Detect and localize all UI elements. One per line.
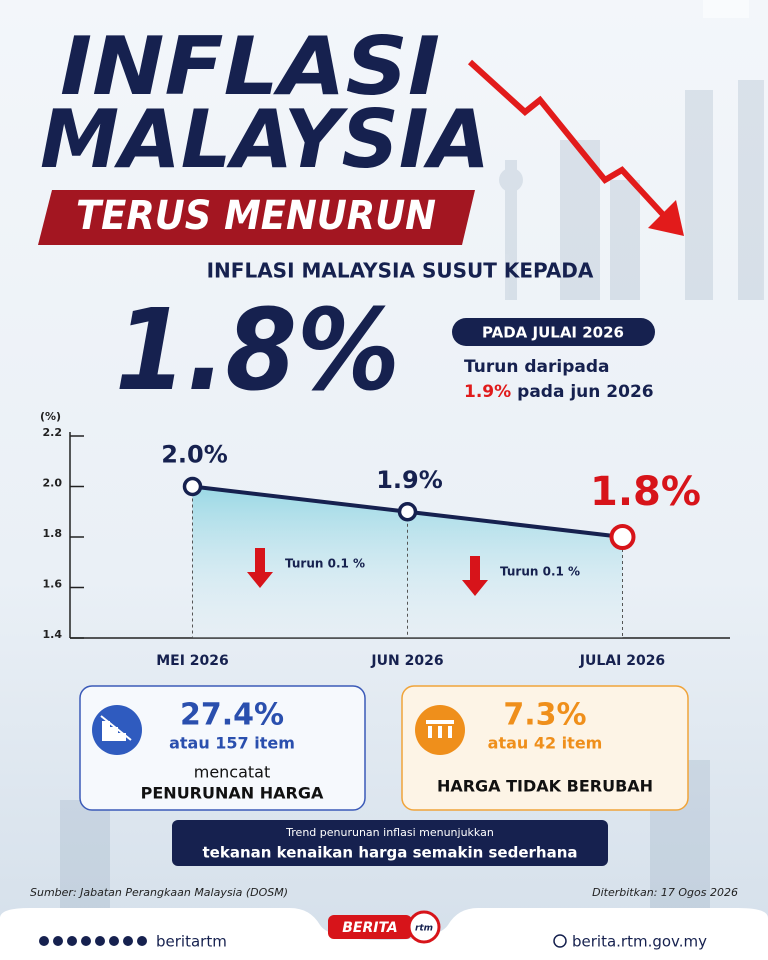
banner-text: TERUS MENURUN xyxy=(76,193,436,239)
annotation: Turun 0.1 % xyxy=(500,565,580,579)
point xyxy=(182,476,203,497)
y-tick-label: 1.6 xyxy=(43,578,63,591)
published: Diterbitkan: 17 Ogos 2026 xyxy=(592,886,738,899)
stat-card xyxy=(79,685,366,811)
title: INFLASI xyxy=(60,20,440,113)
stat-count: atau 157 item xyxy=(169,734,295,753)
headline-value: 1.8% xyxy=(115,286,400,416)
logo-text: BERITA xyxy=(342,920,398,936)
stat-desc: mencatat xyxy=(194,763,271,782)
comparison-text: pada jun 2026 xyxy=(517,382,653,402)
trend-arrow-head xyxy=(648,200,684,236)
website: berita.rtm.gov.my xyxy=(572,933,707,951)
social-handle: beritartm xyxy=(156,933,227,951)
title: MALAYSIA xyxy=(40,93,490,186)
social-icons xyxy=(39,936,147,946)
logo xyxy=(328,915,412,939)
value-label: 2.0% xyxy=(161,441,228,469)
stat-icon-glyph xyxy=(426,720,454,738)
stat-card xyxy=(401,685,689,811)
x-tick-label: MEI 2026 xyxy=(156,653,229,669)
annotation-arrow xyxy=(247,548,273,588)
y-axis-label: (%) xyxy=(40,410,61,423)
stat-count: atau 42 item xyxy=(488,734,603,753)
y-tick-label: 2.0 xyxy=(43,477,63,490)
point xyxy=(609,524,636,550)
stat-desc: HARGA TIDAK BERUBAH xyxy=(437,777,653,796)
banner xyxy=(38,190,475,245)
subtitle: INFLASI MALAYSIA SUSUT KEPADA xyxy=(207,259,594,283)
stat-value: 7.3% xyxy=(503,698,586,733)
period-badge-text: PADA JULAI 2026 xyxy=(482,324,624,342)
web-icon xyxy=(553,934,567,948)
decor-dots xyxy=(703,0,749,18)
stat-value: 27.4% xyxy=(180,698,284,733)
value-label: 1.8% xyxy=(590,469,701,515)
point xyxy=(397,502,418,522)
value-label: 1.9% xyxy=(376,466,443,494)
y-tick-label: 2.2 xyxy=(43,426,63,439)
stat-icon-glyph xyxy=(100,715,132,741)
comparison: Turun daripada xyxy=(464,357,609,377)
annotation: Turun 0.1 % xyxy=(285,557,365,571)
comparison: 1.9% pada jun 2026 xyxy=(464,382,654,402)
comparison-value: 1.9% xyxy=(464,382,511,402)
period-badge xyxy=(452,318,655,346)
logo-mark xyxy=(407,910,441,944)
y-tick-label: 1.4 xyxy=(43,628,63,641)
annotation-arrow xyxy=(462,556,488,596)
footer-band xyxy=(0,908,768,960)
line-chart: (%) 1.4 1.6 1.8 2.0 2.2 MEI 2026 JUN 2026 JULAI… xyxy=(40,410,730,669)
y-tick-label: 1.8 xyxy=(43,527,63,540)
source: Sumber: Jabatan Perangkaan Malaysia (DOS… xyxy=(30,886,288,899)
x-tick-label: JULAI 2026 xyxy=(579,653,665,669)
x-tick-label: JUN 2026 xyxy=(370,653,443,669)
stat-desc: PENURUNAN HARGA xyxy=(141,784,324,803)
note: tekanan kenaikan harga semakin sederhana xyxy=(203,844,578,862)
note: Trend penurunan inflasi menunjukkan xyxy=(285,826,494,839)
note-box xyxy=(172,820,608,866)
logo-mark-text: rtm xyxy=(415,924,433,934)
trend-arrow xyxy=(467,59,671,223)
